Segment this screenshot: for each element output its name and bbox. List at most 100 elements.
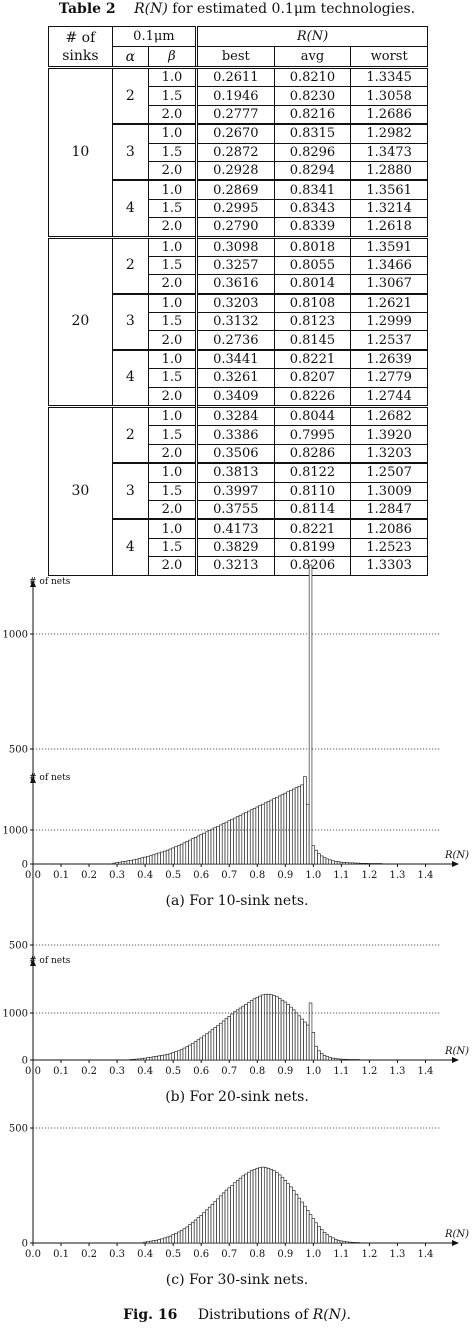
chart-a-bar (163, 850, 167, 865)
chart-a-bar (146, 856, 150, 865)
chart-a-bar (342, 862, 346, 865)
beta-cell: 2.0 (147, 499, 197, 520)
chart-c-x-tick-label: 0.9 (277, 1249, 293, 1260)
best-cell: 0.2790 (194, 217, 275, 238)
chart-c-x-tick-label: 0.5 (165, 1249, 181, 1260)
chart-c-y-tick-label: 0 (22, 1239, 28, 1250)
chart-c-bar (278, 1174, 282, 1244)
chart-a-bar (353, 862, 358, 865)
rn-table: # of sinks 0.1μm R(N) α β best avg worst … (48, 26, 429, 576)
chart-a-bar (126, 860, 131, 865)
chart-c-bar (207, 1206, 212, 1244)
chart-b-x-tick-label: 0.8 (249, 1066, 265, 1077)
chart-b-x-tick-label: 0.4 (137, 1066, 153, 1077)
chart-c-bar (188, 1224, 192, 1244)
chart-c-bar (199, 1215, 203, 1244)
chart-c-bar (205, 1209, 209, 1244)
chart-c-bar (261, 1166, 265, 1244)
chart-c-x-tick-label: 0.0 (25, 1249, 41, 1260)
chart-c-bar (154, 1239, 159, 1244)
chart-a-bar (359, 863, 363, 865)
chart-c-bar (171, 1234, 175, 1244)
chart-c-x-tick-label: 0.8 (249, 1249, 265, 1260)
chart-a-x-tick-label: 1.3 (389, 870, 405, 881)
chart-a-bar (339, 861, 344, 865)
chart-b-bar (233, 1011, 237, 1061)
beta-cell: 1.5 (147, 142, 197, 162)
chart-c-bar (160, 1238, 164, 1244)
chart-a-bar (249, 809, 254, 865)
chart-c-bar (174, 1233, 178, 1244)
chart-b-bar (292, 1009, 296, 1061)
chart-a-bar (202, 832, 206, 865)
beta-cell: 2.0 (147, 274, 197, 295)
chart-b-bar (196, 1039, 201, 1061)
chart-a-bar (263, 802, 268, 865)
chart-a-bar (132, 859, 136, 865)
chart-b-bar (308, 1002, 313, 1061)
chart-b-bar (311, 1032, 316, 1061)
chart-c-bar (157, 1239, 161, 1244)
chart-a-bar (300, 784, 304, 865)
chart-a-bar (235, 816, 240, 865)
best-cell: 0.3386 (194, 425, 275, 445)
chart-b-bar (266, 993, 271, 1061)
avg-cell: 0.8341 (273, 179, 352, 200)
chart-b-bar (334, 1058, 338, 1061)
chart-a-bar (328, 859, 332, 865)
chart-a-bar (238, 814, 243, 865)
worst-cell: 1.3009 (350, 481, 428, 501)
chart-a-bar (149, 855, 153, 865)
alpha-cell: 4 (111, 518, 149, 576)
chart-b-bar (179, 1049, 184, 1061)
table-row: 2.0 0.2790 0.8339 1.2618 (49, 217, 428, 238)
chart-a-bar (121, 861, 125, 865)
chart-c-y-arrow-icon (30, 959, 36, 966)
chart-a-bar (320, 855, 324, 865)
chart-a-bar (331, 860, 335, 865)
beta-cell: 1.5 (147, 425, 197, 445)
best-cell: 0.3409 (194, 386, 275, 408)
chart-a-bar (303, 776, 307, 865)
chart-b-bar (188, 1044, 192, 1061)
table-row: 4 1.0 0.2869 0.8341 1.3561 (49, 179, 428, 238)
chart-b-bar (280, 999, 285, 1061)
chart-c-bar (294, 1193, 299, 1244)
chart-c-x-tick-label: 1.1 (333, 1249, 349, 1260)
beta-cell: 2.0 (147, 217, 197, 238)
chart-a-bar (210, 828, 215, 865)
chart-a-x-tick-label: 0.3 (109, 870, 125, 881)
worst-cell: 1.3466 (350, 255, 428, 276)
chart-b-y-tick-label: 1000 (3, 826, 28, 837)
chart-b-bar (235, 1009, 240, 1061)
chart-b-bar (322, 1055, 327, 1061)
chart-b-bar (171, 1052, 175, 1061)
sinks-cell: 30 (48, 405, 113, 576)
chart-c-bar (300, 1201, 304, 1244)
header-worst: worst (350, 46, 428, 69)
chart-c-bar (328, 1236, 332, 1244)
table-row: 1.5 0.1946 0.8230 1.3058 (49, 86, 428, 106)
chart-c-bar (165, 1236, 170, 1244)
worst-cell: 1.3214 (350, 198, 428, 219)
figure-label: Fig. 16 (123, 1307, 178, 1323)
chart-a-bar (266, 801, 271, 865)
chart-b-x-tick-label: 1.2 (361, 1066, 377, 1077)
chart-a-bar (115, 862, 119, 865)
chart-b-bar (252, 998, 257, 1061)
chart-b-bar (163, 1054, 167, 1061)
chart-a-x-tick-label: 1.1 (333, 870, 349, 881)
chart-c-bar (168, 1235, 173, 1244)
chart-a-bar (135, 858, 139, 865)
beta-cell: 1.0 (147, 292, 197, 314)
chart-c-x-tick-label: 0.2 (81, 1249, 97, 1260)
chart-c-bar (348, 1241, 352, 1244)
chart-a-bar (179, 843, 184, 865)
chart-b-ylabel: # of nets (29, 773, 71, 783)
chart-b-xlabel: R(N) (444, 1046, 469, 1057)
chart-c-bar (241, 1175, 245, 1244)
avg-cell: 0.8296 (273, 142, 352, 162)
header-best: best (194, 46, 275, 69)
chart-c-ylabel: # of nets (29, 956, 71, 966)
worst-cell: 1.2639 (350, 348, 428, 370)
